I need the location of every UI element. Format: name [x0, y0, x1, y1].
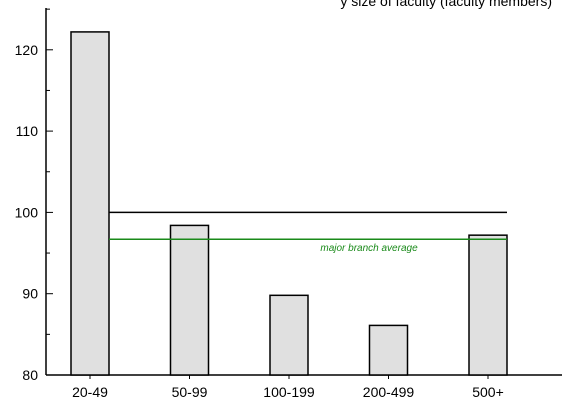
x-tick-label: 100-199	[263, 384, 315, 400]
y-tick-label: 90	[22, 286, 38, 302]
x-axis-labels: 20-49 50-99 100-199 200-499 500+	[72, 375, 504, 400]
bar	[169, 224, 210, 376]
bar	[368, 324, 409, 376]
bar	[468, 234, 508, 376]
y-tick-label: 120	[15, 42, 39, 58]
chart-title: y size of faculty (faculty members)	[340, 0, 552, 9]
bars	[70, 31, 508, 376]
reference-line-label: major branch average	[320, 243, 418, 254]
bar	[70, 31, 110, 376]
x-tick-label: 20-49	[72, 384, 108, 400]
x-tick-label: 200-499	[363, 384, 415, 400]
x-tick-label: 50-99	[172, 384, 208, 400]
y-tick-label: 80	[22, 367, 38, 383]
y-axis-ticks: 80 90 100 110 120	[15, 8, 53, 383]
y-tick-label: 100	[15, 204, 39, 220]
y-tick-label: 110	[16, 123, 39, 139]
x-tick-label: 500+	[472, 384, 504, 400]
bar	[269, 294, 309, 376]
